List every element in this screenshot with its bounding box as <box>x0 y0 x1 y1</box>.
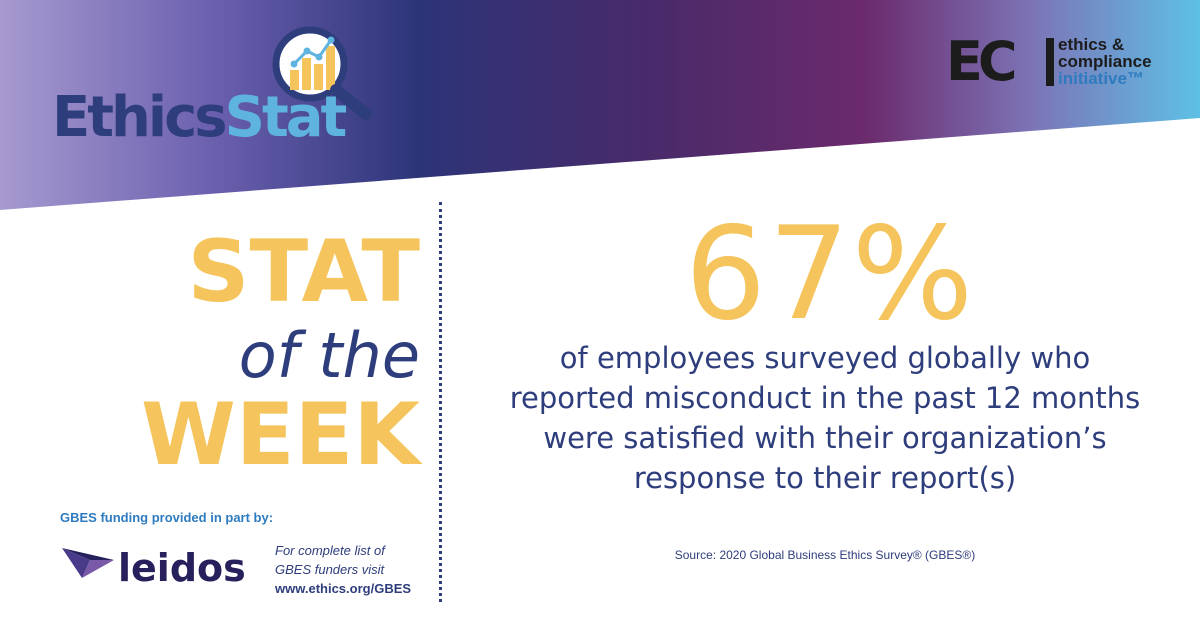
funders-url[interactable]: www.ethics.org/GBES <box>275 581 412 596</box>
funders-note-line-2: GBES funders visit <box>275 562 385 577</box>
stat-desc-line: were satisfied with their organization’s <box>543 421 1107 455</box>
ethicsstat-logo: EthicsStat <box>52 85 348 150</box>
eci-wordmark: ethics & compliance initiative™ <box>1058 36 1152 87</box>
eci-line-2: compliance <box>1058 52 1152 71</box>
eci-letters: EC <box>946 30 1017 93</box>
stat-description: of employees surveyed globally who repor… <box>455 338 1195 498</box>
title-week: WEEK <box>141 385 420 485</box>
stat-desc-line: of employees surveyed globally who <box>559 341 1091 375</box>
funders-note-line-1: For complete list of <box>275 543 385 558</box>
title-stat: STAT <box>187 222 420 322</box>
stat-value: 67% <box>684 200 976 349</box>
leidos-logo: leidos <box>60 544 250 594</box>
dotted-divider <box>439 202 442 602</box>
title-of-the: of the <box>238 319 420 392</box>
stat-desc-line: response to their report(s) <box>633 461 1017 495</box>
eci-line-3: initiative™ <box>1058 69 1144 88</box>
magnifier-chart-icon <box>270 24 380 120</box>
eci-line-1: ethics & <box>1058 35 1125 54</box>
funding-label: GBES funding provided in part by: <box>60 510 274 525</box>
eci-bar-mark <box>1046 38 1054 86</box>
stat-desc-line: reported misconduct in the past 12 month… <box>509 381 1141 415</box>
leidos-wordmark: leidos <box>118 546 246 590</box>
leidos-arrow-icon <box>60 544 116 584</box>
funders-note: For complete list of GBES funders visit … <box>275 541 411 598</box>
source-citation: Source: 2020 Global Business Ethics Surv… <box>674 548 976 562</box>
logo-ethics-text: Ethics <box>52 85 228 150</box>
logo-stat-text: Stat <box>224 85 348 150</box>
eci-logo: EC ethics & compliance initiative™ <box>946 34 1176 94</box>
